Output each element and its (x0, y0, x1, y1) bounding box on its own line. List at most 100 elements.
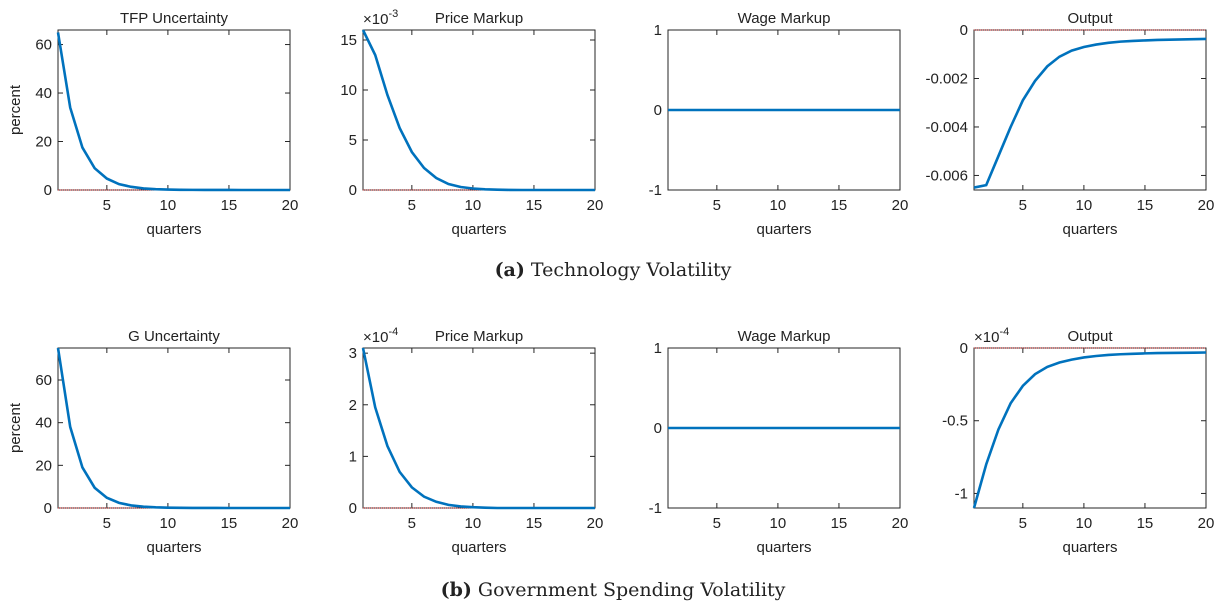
x-tick-label: 15 (526, 515, 543, 532)
y-tick-label: 0 (654, 420, 662, 437)
x-tick-label: 5 (1019, 197, 1027, 214)
y-tick-label: 0 (44, 182, 52, 199)
line (361, 29, 595, 192)
y-tick-label: 1 (349, 448, 357, 465)
multiplier-base: ×10 (363, 329, 388, 346)
caption-label: (a) (495, 259, 525, 281)
y-tick-label: 40 (35, 85, 52, 102)
x-tick-label: 15 (831, 515, 848, 532)
x-tick-label: 5 (408, 515, 416, 532)
line (56, 32, 290, 192)
x-tick-label: 5 (103, 515, 111, 532)
x-tick-label: 20 (1198, 197, 1215, 214)
multiplier-exponent: -3 (388, 8, 398, 20)
chart-title: Wage Markup (738, 328, 831, 345)
y-tick-label: 0 (349, 500, 357, 517)
y-tick-label: 5 (349, 132, 357, 149)
multiplier-base: ×10 (363, 11, 388, 28)
x-tick-label: 20 (892, 197, 909, 214)
x-axis-label: quarters (756, 221, 811, 238)
x-tick-label: 5 (713, 197, 721, 214)
x-tick-label: 10 (160, 197, 177, 214)
x-tick-label: 15 (831, 197, 848, 214)
x-tick-label: 10 (465, 515, 482, 532)
line (361, 347, 595, 510)
axes-box (973, 347, 1207, 509)
multiplier-base: ×10 (974, 329, 999, 346)
x-tick-label: 15 (221, 197, 238, 214)
y-tick-label: 40 (35, 415, 52, 432)
multiplier-exponent: -4 (388, 326, 398, 338)
caption-label: (b) (441, 579, 472, 601)
y-tick-label: 2 (349, 397, 357, 414)
line (972, 351, 1207, 509)
axes-box (57, 347, 291, 509)
x-tick-label: 10 (465, 197, 482, 214)
x-tick-label: 15 (1137, 515, 1154, 532)
y-tick-label: 20 (35, 457, 52, 474)
axes-box (57, 29, 291, 191)
x-tick-label: 20 (282, 515, 299, 532)
x-tick-label: 15 (1137, 197, 1154, 214)
x-axis-label: quarters (146, 539, 201, 556)
x-axis-label: quarters (451, 539, 506, 556)
y-tick-label: -0.006 (925, 167, 968, 184)
y-tick-label: -0.004 (925, 119, 968, 136)
y-tick-label: 0 (960, 340, 968, 357)
y-tick-label: 15 (340, 32, 357, 49)
y-tick-label: 0 (960, 22, 968, 39)
y-tick-label: -1 (955, 485, 968, 502)
x-tick-label: 20 (892, 515, 909, 532)
line (56, 347, 290, 510)
chart-title: Wage Markup (738, 10, 831, 27)
chart-title: Price Markup (435, 328, 523, 345)
x-tick-label: 10 (160, 515, 177, 532)
y-axis-label: percent (7, 402, 24, 453)
caption: (a) Technology Volatility (495, 259, 732, 281)
x-tick-label: 10 (770, 515, 787, 532)
y-tick-label: 60 (35, 372, 52, 389)
x-tick-label: 20 (282, 197, 299, 214)
axis-multiplier: ×10-4 (974, 326, 1009, 346)
chart-title: Price Markup (435, 10, 523, 27)
axis-multiplier: ×10-4 (363, 326, 398, 346)
caption-text: Technology Volatility (531, 259, 732, 281)
y-tick-label: 20 (35, 134, 52, 151)
x-axis-label: quarters (1062, 221, 1117, 238)
axes-box (973, 29, 1207, 191)
chart-title: Output (1067, 328, 1113, 345)
y-tick-label: 0 (654, 102, 662, 119)
y-tick-label: 3 (349, 345, 357, 362)
x-tick-label: 5 (103, 197, 111, 214)
chart-title: G Uncertainty (128, 328, 220, 345)
y-tick-label: -0.002 (925, 70, 968, 87)
chart-title: TFP Uncertainty (120, 10, 229, 27)
x-tick-label: 5 (1019, 515, 1027, 532)
x-axis-label: quarters (451, 221, 506, 238)
y-tick-label: -1 (649, 182, 662, 199)
axes-box (362, 347, 596, 509)
axis-multiplier: ×10-3 (363, 8, 398, 28)
caption-text: Government Spending Volatility (478, 579, 786, 601)
x-tick-label: 10 (1076, 197, 1093, 214)
x-axis-label: quarters (146, 221, 201, 238)
line (973, 37, 1207, 189)
y-tick-label: -1 (649, 500, 662, 517)
x-axis-label: quarters (756, 539, 811, 556)
x-tick-label: 20 (587, 515, 604, 532)
x-tick-label: 5 (408, 197, 416, 214)
x-tick-label: 10 (770, 197, 787, 214)
x-tick-label: 15 (221, 515, 238, 532)
x-tick-label: 5 (713, 515, 721, 532)
y-tick-label: 0 (349, 182, 357, 199)
axes-box (362, 29, 596, 191)
x-axis-label: quarters (1062, 539, 1117, 556)
chart-title: Output (1067, 10, 1113, 27)
y-axis-label: percent (7, 84, 24, 135)
y-tick-label: 0 (44, 500, 52, 517)
y-tick-label: 60 (35, 37, 52, 54)
x-tick-label: 15 (526, 197, 543, 214)
x-tick-label: 20 (587, 197, 604, 214)
y-tick-label: 10 (340, 82, 357, 99)
